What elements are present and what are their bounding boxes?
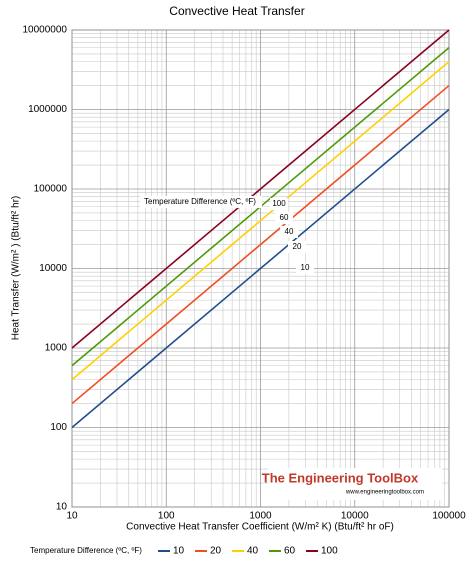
legend-label: 100 — [321, 546, 338, 557]
y-tick-label: 10000000 — [23, 25, 68, 36]
y-tick-label: 100000 — [34, 184, 68, 195]
x-tick-label: 100 — [158, 511, 175, 522]
series-line — [71, 29, 450, 349]
y-tick-label: 10 — [56, 502, 68, 513]
series-line — [71, 84, 450, 405]
inline-series-label: 60 — [280, 213, 289, 222]
inline-label-bg — [296, 262, 314, 274]
plot-area — [71, 29, 450, 508]
legend-label: 20 — [210, 546, 222, 557]
y-tick-label: 1000 — [45, 343, 68, 354]
x-tick-label: 100000 — [432, 511, 466, 522]
inline-series-label: 10 — [301, 263, 310, 272]
series-line — [71, 108, 450, 429]
y-tick-label: 100 — [50, 422, 67, 433]
inline-label-bg — [270, 198, 288, 210]
x-tick-label: 10 — [66, 511, 78, 522]
legend-title: Temperature Difference (ºC, ºF) — [30, 546, 142, 555]
inline-series-label: 40 — [285, 227, 294, 236]
watermark-url: www.engineeringtoolbox.com — [345, 490, 424, 496]
inline-label-bg — [275, 212, 293, 224]
inline-series-label: 100 — [272, 199, 286, 208]
series-line — [71, 61, 450, 381]
annotation: Temperature Difference (ºC, ºF) — [144, 197, 256, 206]
legend-label: 40 — [247, 546, 259, 557]
inline-series-label: 20 — [293, 242, 302, 251]
legend-label: 60 — [284, 546, 296, 557]
x-axis-label: Convective Heat Transfer Coefficient (W/… — [126, 522, 394, 533]
y-axis-label: Heat Transfer (W/m² ) (Btu/ft² hr) — [11, 196, 22, 340]
annotation-bg — [140, 196, 262, 208]
y-tick-label: 10000 — [39, 263, 67, 274]
watermark: The Engineering ToolBox — [262, 470, 419, 485]
inline-label-bg — [288, 241, 306, 253]
watermark-bg — [268, 468, 442, 500]
inline-label-bg — [280, 226, 298, 238]
chart-title: Convective Heat Transfer — [169, 4, 304, 18]
x-tick-label: 1000 — [249, 511, 272, 522]
x-tick-label: 10000 — [341, 511, 369, 522]
y-tick-label: 1000000 — [28, 104, 67, 115]
legend-label: 10 — [173, 546, 185, 557]
